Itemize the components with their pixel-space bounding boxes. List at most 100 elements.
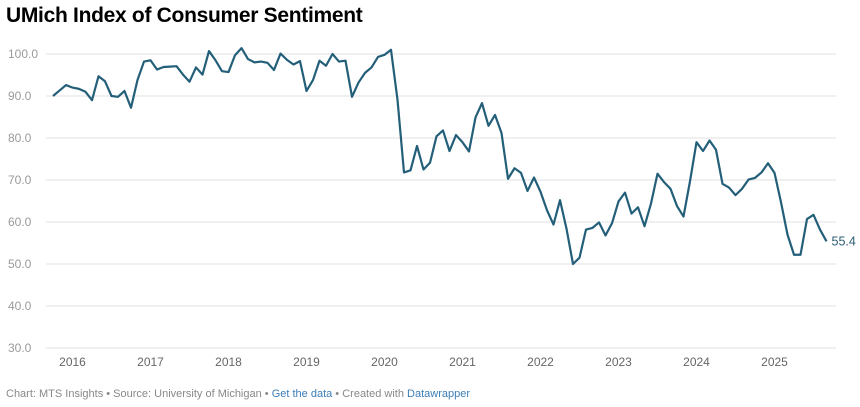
- data-point[interactable]: [180, 72, 186, 78]
- data-point[interactable]: [609, 220, 615, 226]
- data-point[interactable]: [700, 148, 706, 154]
- data-point[interactable]: [479, 100, 485, 106]
- data-point[interactable]: [538, 189, 544, 195]
- data-point[interactable]: [622, 190, 628, 196]
- data-point[interactable]: [167, 64, 173, 70]
- data-point[interactable]: [434, 133, 440, 139]
- data-point[interactable]: [674, 203, 680, 209]
- data-point[interactable]: [694, 139, 700, 145]
- data-point[interactable]: [369, 64, 375, 70]
- data-point[interactable]: [785, 232, 791, 238]
- data-point[interactable]: [317, 58, 323, 64]
- data-point[interactable]: [57, 88, 63, 94]
- data-point[interactable]: [356, 80, 362, 86]
- data-point[interactable]: [525, 188, 531, 194]
- data-point[interactable]: [765, 160, 771, 166]
- datawrapper-link[interactable]: Datawrapper: [407, 388, 471, 400]
- data-point[interactable]: [440, 127, 446, 133]
- data-point[interactable]: [629, 211, 635, 217]
- data-point[interactable]: [83, 89, 89, 95]
- data-point[interactable]: [252, 59, 258, 65]
- data-point[interactable]: [284, 57, 290, 63]
- data-point[interactable]: [512, 165, 518, 171]
- data-point[interactable]: [648, 201, 654, 207]
- data-point[interactable]: [726, 185, 732, 191]
- data-point[interactable]: [408, 167, 414, 173]
- data-point[interactable]: [655, 171, 661, 177]
- data-point[interactable]: [427, 160, 433, 166]
- data-point[interactable]: [278, 51, 284, 57]
- data-point[interactable]: [291, 62, 297, 68]
- data-point[interactable]: [707, 138, 713, 144]
- data-point[interactable]: [570, 261, 576, 267]
- data-point[interactable]: [603, 232, 609, 238]
- data-point[interactable]: [531, 174, 537, 180]
- data-point[interactable]: [89, 97, 95, 103]
- data-point[interactable]: [447, 148, 453, 154]
- data-point[interactable]: [219, 68, 225, 74]
- data-point[interactable]: [161, 64, 167, 70]
- data-point[interactable]: [232, 52, 238, 58]
- data-point[interactable]: [193, 64, 199, 70]
- data-point[interactable]: [557, 197, 563, 203]
- data-point[interactable]: [746, 177, 752, 183]
- data-point[interactable]: [174, 63, 180, 69]
- data-point[interactable]: [772, 170, 778, 176]
- data-point[interactable]: [661, 179, 667, 185]
- data-point[interactable]: [720, 181, 726, 187]
- data-point[interactable]: [759, 169, 765, 175]
- data-point[interactable]: [798, 252, 804, 258]
- data-point[interactable]: [310, 77, 316, 83]
- data-point[interactable]: [421, 167, 427, 173]
- data-point[interactable]: [473, 114, 479, 120]
- data-point[interactable]: [551, 222, 557, 228]
- data-point[interactable]: [804, 216, 810, 222]
- data-point[interactable]: [102, 78, 108, 84]
- data-point[interactable]: [239, 45, 245, 51]
- data-point[interactable]: [687, 178, 693, 184]
- data-point[interactable]: [76, 86, 82, 92]
- data-point[interactable]: [486, 123, 492, 129]
- data-point[interactable]: [499, 130, 505, 136]
- data-point[interactable]: [265, 60, 271, 66]
- data-point[interactable]: [323, 63, 329, 69]
- data-point[interactable]: [109, 93, 115, 99]
- data-point[interactable]: [141, 59, 147, 65]
- data-point[interactable]: [824, 238, 830, 244]
- data-point[interactable]: [811, 212, 817, 218]
- data-point[interactable]: [596, 219, 602, 225]
- data-point[interactable]: [733, 192, 739, 198]
- data-point[interactable]: [200, 72, 206, 78]
- data-point[interactable]: [304, 88, 310, 94]
- data-point[interactable]: [817, 227, 823, 233]
- data-point[interactable]: [564, 226, 570, 232]
- data-point[interactable]: [518, 170, 524, 176]
- data-point[interactable]: [226, 69, 232, 75]
- data-point[interactable]: [206, 48, 212, 54]
- data-point[interactable]: [460, 139, 466, 145]
- data-point[interactable]: [245, 56, 251, 62]
- data-point[interactable]: [466, 148, 472, 154]
- data-point[interactable]: [583, 227, 589, 233]
- data-point[interactable]: [401, 169, 407, 175]
- data-point[interactable]: [135, 77, 141, 83]
- data-point[interactable]: [681, 214, 687, 220]
- data-point[interactable]: [642, 223, 648, 229]
- data-point[interactable]: [297, 58, 303, 64]
- data-point[interactable]: [187, 79, 193, 85]
- data-point[interactable]: [635, 204, 641, 210]
- data-point[interactable]: [668, 186, 674, 192]
- data-point[interactable]: [96, 73, 102, 79]
- data-point[interactable]: [154, 67, 160, 73]
- data-point[interactable]: [330, 51, 336, 57]
- data-point[interactable]: [505, 176, 511, 182]
- data-point[interactable]: [343, 58, 349, 64]
- data-point[interactable]: [63, 82, 69, 88]
- data-point[interactable]: [616, 198, 622, 204]
- get-the-data-link[interactable]: Get the data: [271, 388, 333, 400]
- data-point[interactable]: [128, 105, 134, 111]
- data-point[interactable]: [453, 132, 459, 138]
- data-point[interactable]: [791, 252, 797, 258]
- data-point[interactable]: [148, 57, 154, 63]
- data-point[interactable]: [778, 199, 784, 205]
